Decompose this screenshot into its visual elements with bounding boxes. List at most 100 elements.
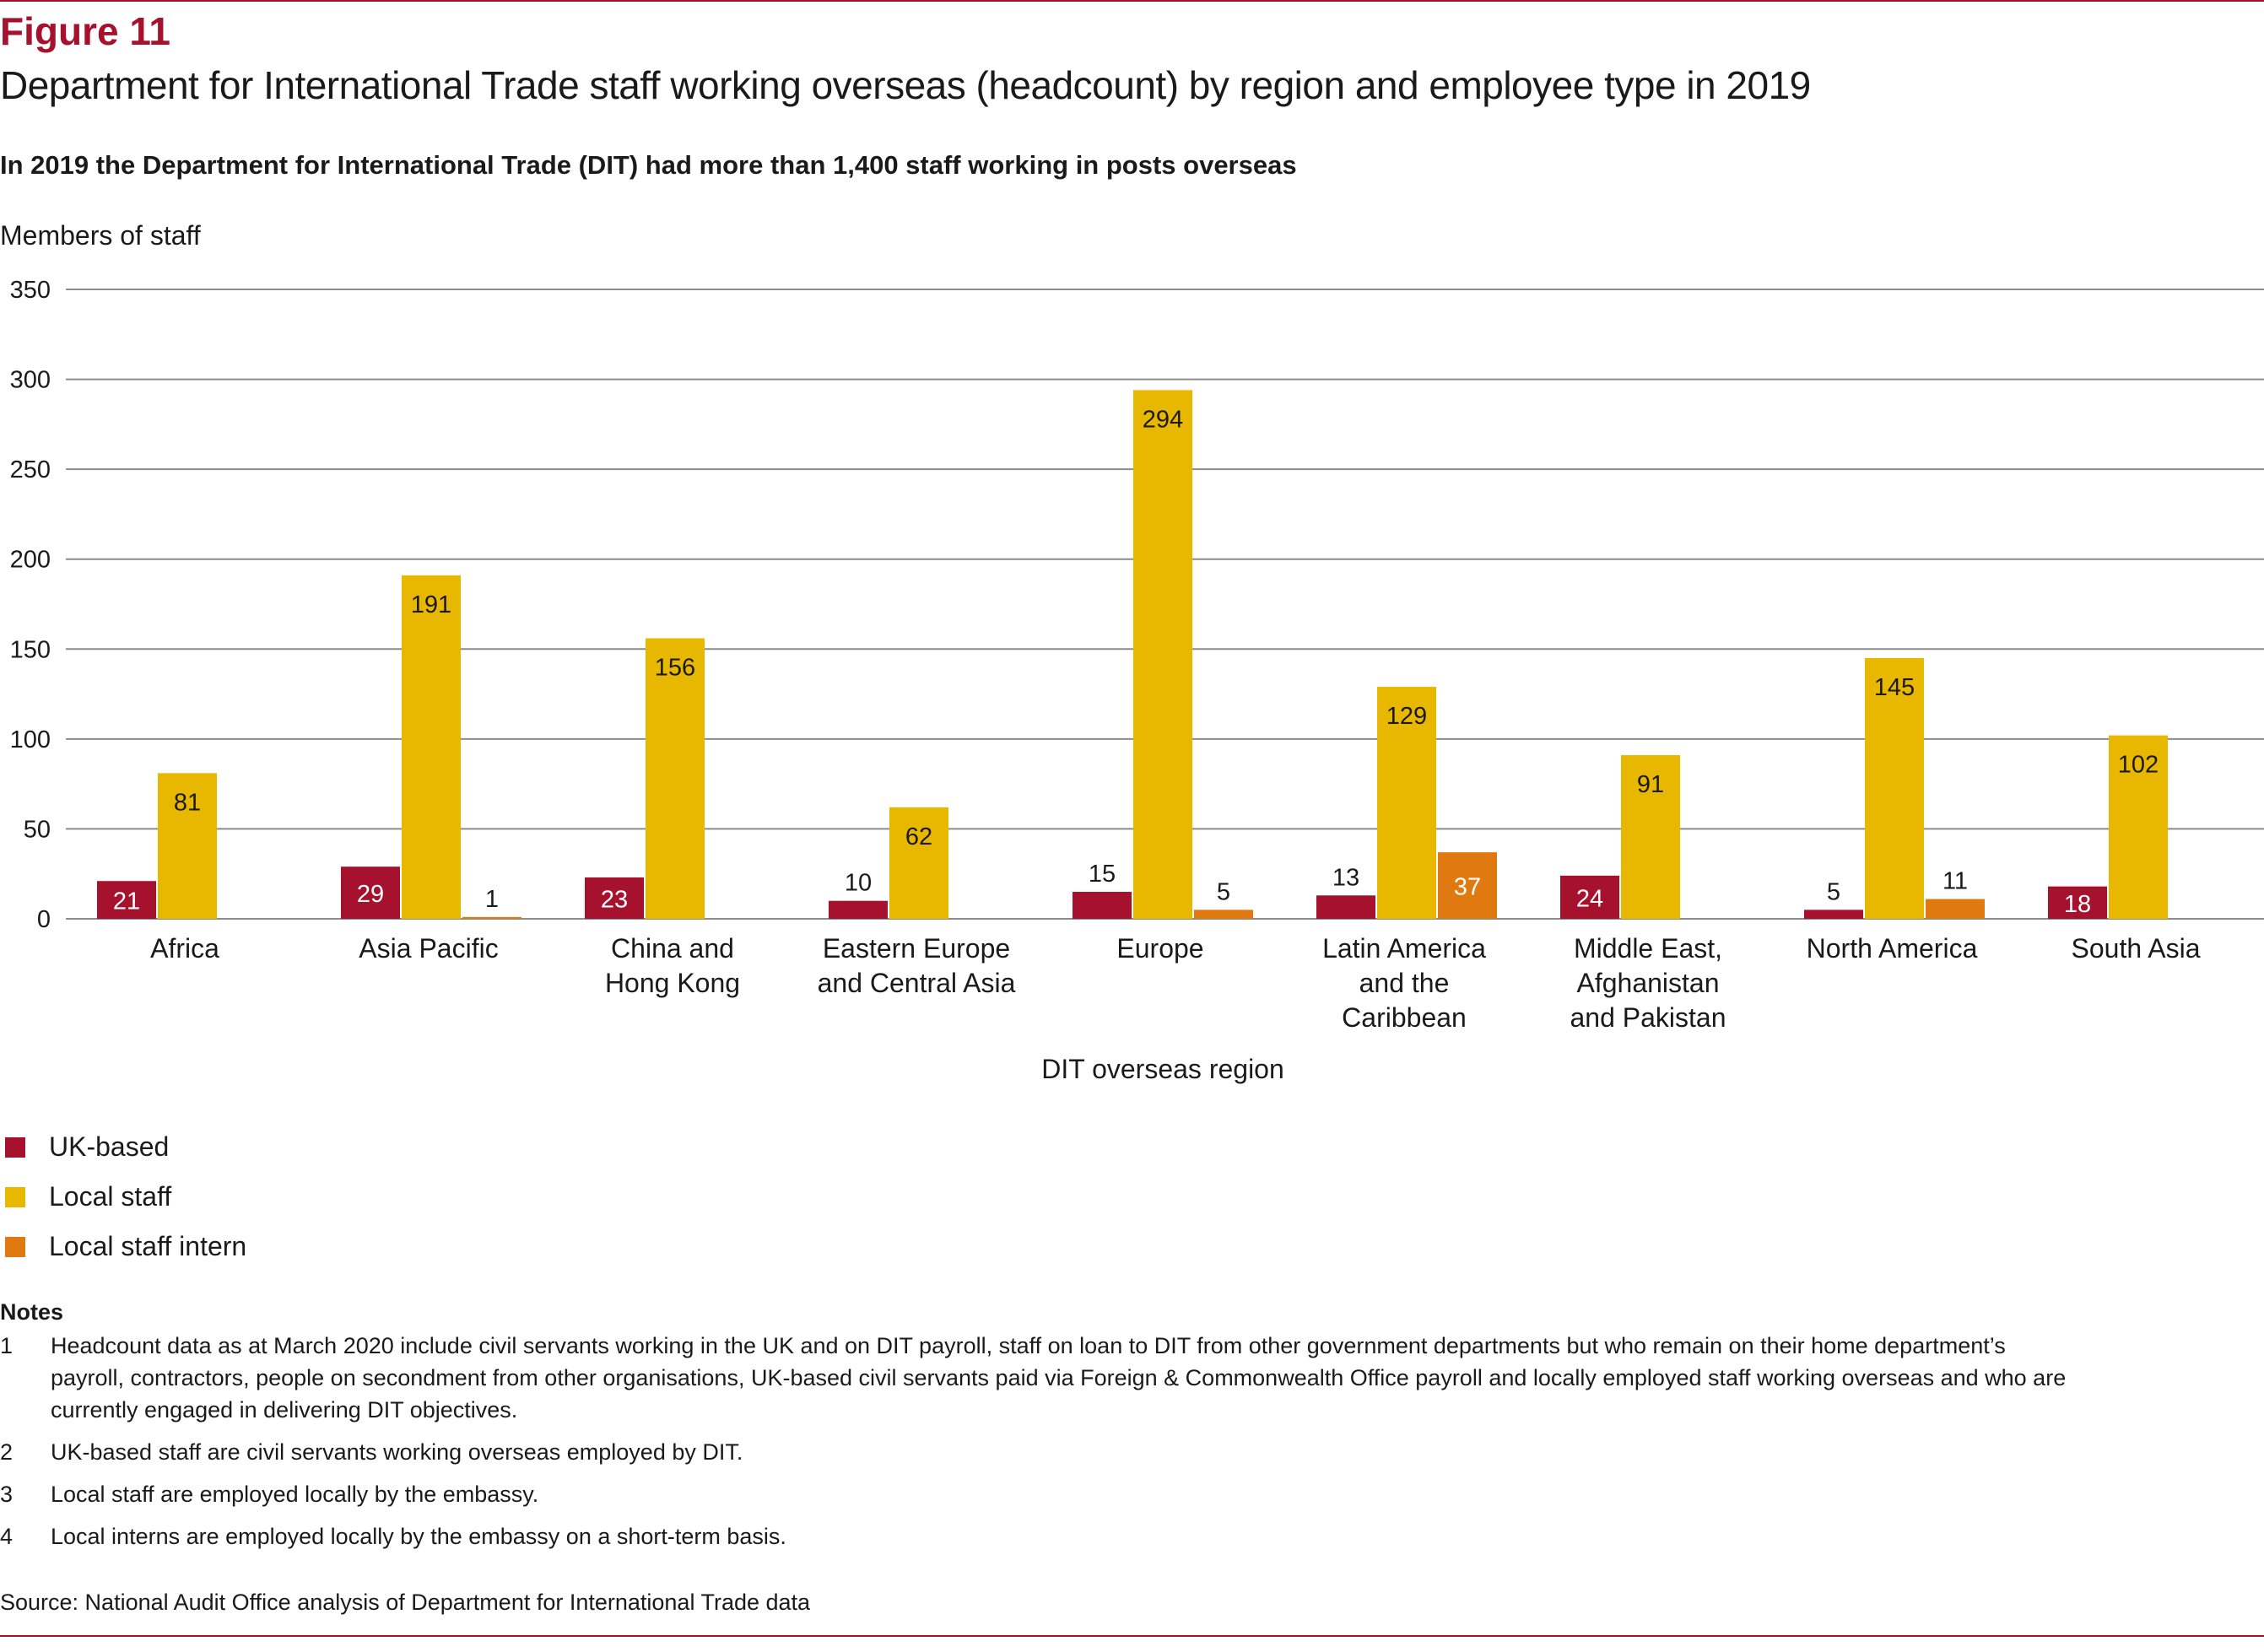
- legend-swatch: [5, 1136, 25, 1158]
- bar: [1865, 657, 1924, 919]
- bar: [1560, 875, 1619, 919]
- x-tick-label: Latin America: [1322, 933, 1486, 964]
- note-number: 1: [0, 1333, 14, 1358]
- bar-value-label: 24: [1576, 885, 1603, 912]
- note-item: 4 Local interns are employed locally by t…: [0, 1520, 2076, 1552]
- x-tick-label: Caribbean: [1342, 1002, 1467, 1033]
- bar-value-label: 11: [1943, 868, 1968, 895]
- y-tick-label: 50: [24, 816, 51, 843]
- notes-heading: Notes: [0, 1299, 64, 1325]
- legend-label: Local staff: [49, 1181, 172, 1212]
- bar: [1621, 755, 1680, 919]
- x-tick-label: and Central Asia: [818, 968, 1016, 998]
- bar: [158, 773, 217, 919]
- bar: [585, 877, 644, 919]
- bar-value-label: 191: [411, 591, 451, 618]
- figure-label: Figure 11: [0, 9, 170, 53]
- y-tick-label: 250: [10, 456, 51, 483]
- bar-value-label: 15: [1089, 861, 1116, 888]
- note-number: 4: [0, 1524, 14, 1549]
- x-tick-label: Eastern Europe: [823, 933, 1010, 964]
- x-tick-label: Europe: [1116, 933, 1203, 964]
- bottom-rule: [0, 1635, 2264, 1637]
- bar-value-label: 129: [1386, 703, 1427, 730]
- notes-section: Notes 1 Headcount data as at March 2020 i…: [0, 1296, 2076, 1563]
- bar-value-label: 21: [113, 888, 140, 915]
- bar: [1133, 390, 1192, 919]
- y-tick-label: 200: [10, 547, 51, 574]
- bar-value-label: 62: [905, 823, 932, 850]
- x-tick-label: and Pakistan: [1570, 1002, 1726, 1033]
- bar: [402, 575, 461, 919]
- x-tick-label: Africa: [150, 933, 219, 964]
- legend: UK-based Local staff Local staff intern: [0, 1122, 246, 1271]
- y-axis-label: Members of staff: [0, 220, 201, 251]
- notes-list: 1 Headcount data as at March 2020 include…: [0, 1330, 2076, 1552]
- bar-value-label: 5: [1827, 878, 1840, 905]
- x-tick-label: Afghanistan: [1576, 968, 1719, 998]
- bar-value-label: 145: [1874, 674, 1915, 701]
- bar-value-label: 10: [845, 870, 872, 897]
- y-tick-label: 300: [10, 367, 51, 394]
- bar: [462, 916, 521, 919]
- bar: [1926, 899, 1985, 919]
- bar-value-label: 13: [1332, 864, 1359, 891]
- note-text: Local staff are employed locally by the …: [51, 1482, 539, 1507]
- bar-value-label: 294: [1143, 406, 1183, 433]
- legend-item: Local staff intern: [0, 1222, 246, 1271]
- bar-value-label: 29: [357, 881, 384, 908]
- y-tick-label: 100: [10, 726, 51, 753]
- bar: [1194, 910, 1253, 919]
- note-number: 3: [0, 1482, 14, 1507]
- bar: [1377, 687, 1436, 919]
- note-text: Local interns are employed locally by th…: [51, 1524, 786, 1549]
- x-tick-label: and the: [1359, 968, 1450, 998]
- y-tick-label: 150: [10, 636, 51, 663]
- bar: [1316, 895, 1375, 919]
- source-note: Source: National Audit Office analysis o…: [0, 1590, 811, 1615]
- bar-value-label: 1: [485, 886, 499, 913]
- figure-subtitle: In 2019 the Department for International…: [0, 150, 1297, 180]
- note-text: UK-based staff are civil servants workin…: [51, 1439, 743, 1465]
- bar: [97, 881, 156, 919]
- x-tick-label: China and: [611, 933, 734, 964]
- x-tick-label: Middle East,: [1574, 933, 1722, 964]
- bar-value-label: 91: [1637, 771, 1664, 798]
- legend-label: Local staff intern: [49, 1231, 247, 1261]
- top-rule: [0, 0, 2264, 2]
- x-tick-label: Asia Pacific: [359, 933, 498, 964]
- y-tick-label: 0: [37, 906, 51, 933]
- y-tick-label: 350: [10, 277, 51, 304]
- note-item: 2 UK-based staff are civil servants worki…: [0, 1436, 2076, 1468]
- x-tick-label: Hong Kong: [605, 968, 740, 998]
- bar: [1073, 892, 1132, 919]
- legend-item: Local staff: [0, 1172, 246, 1222]
- legend-label: UK-based: [49, 1131, 170, 1162]
- x-axis-label: DIT overseas region: [1041, 1054, 1284, 1084]
- bar: [2109, 735, 2168, 919]
- legend-swatch: [5, 1236, 25, 1257]
- note-item: 3 Local staff are employed locally by the…: [0, 1478, 2076, 1510]
- bar: [646, 638, 705, 919]
- legend-item: UK-based: [0, 1122, 246, 1172]
- x-tick-label: South Asia: [2072, 933, 2201, 964]
- bar-value-label: 156: [655, 654, 695, 681]
- chart-svg: Members of staff 0 50 100 150 200 250 300 350 21 8…: [0, 220, 2264, 1084]
- bar-chart: Members of staff 0 50 100 150 200 250 300 350 21 8…: [0, 211, 2264, 1097]
- bar: [2048, 886, 2107, 919]
- bar-value-label: 18: [2064, 891, 2091, 918]
- bar-value-label: 5: [1217, 878, 1230, 905]
- bar-value-label: 81: [174, 789, 201, 816]
- bar: [1804, 910, 1863, 919]
- x-tick-label: North America: [1807, 933, 1978, 964]
- bar-value-label: 37: [1454, 874, 1481, 901]
- bar: [889, 807, 948, 919]
- bar: [829, 900, 888, 919]
- figure-title: Department for International Trade staff…: [0, 63, 1811, 107]
- bar-value-label: 102: [2118, 752, 2159, 779]
- bar-value-label: 23: [601, 886, 628, 913]
- note-text: Headcount data as at March 2020 include …: [51, 1333, 2067, 1423]
- bar: [1438, 852, 1497, 919]
- note-number: 2: [0, 1439, 14, 1465]
- bar: [341, 866, 400, 919]
